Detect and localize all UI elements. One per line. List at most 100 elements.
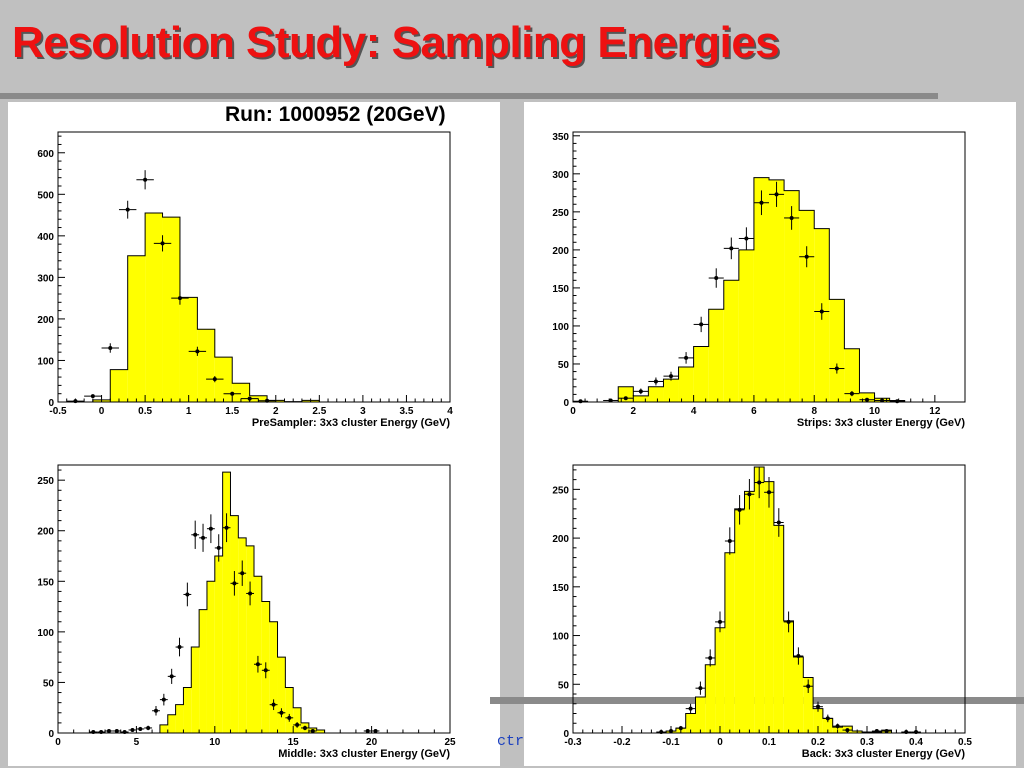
- data-marker: [161, 697, 166, 702]
- y-tick-label: 300: [37, 273, 54, 284]
- hist-bar: [738, 249, 754, 402]
- plot-frame: [57, 131, 451, 403]
- data-point: [191, 520, 200, 549]
- data-point: [764, 476, 774, 508]
- data-point: [754, 466, 765, 499]
- data-marker: [138, 726, 143, 731]
- hist-bar: [206, 581, 215, 733]
- data-point: [301, 725, 309, 731]
- data-marker: [714, 276, 719, 281]
- data-marker: [310, 728, 315, 733]
- data-marker: [106, 728, 111, 733]
- hist-bar: [145, 213, 163, 402]
- x-tick-label: 0: [570, 406, 576, 417]
- data-point: [153, 235, 172, 252]
- y-tick-label: 400: [37, 232, 54, 243]
- x-tick-label: 0.3: [860, 737, 874, 748]
- hist-bar: [784, 190, 800, 402]
- data-point: [829, 363, 845, 374]
- data-marker: [287, 715, 292, 720]
- hist-bar: [183, 687, 192, 733]
- hist-bar: [715, 627, 725, 733]
- data-point: [199, 523, 207, 552]
- hist-bar: [246, 545, 254, 733]
- x-tick-label: 4: [691, 406, 697, 417]
- data-marker: [279, 710, 284, 715]
- data-marker: [177, 645, 182, 650]
- data-marker: [146, 725, 151, 730]
- data-point: [693, 316, 709, 333]
- data-marker: [185, 592, 190, 597]
- hist-bar: [822, 718, 833, 733]
- y-tick-label: 250: [552, 485, 569, 496]
- data-marker: [232, 581, 237, 586]
- x-tick-label: -0.3: [564, 737, 582, 748]
- x-tick-label: 5: [134, 737, 140, 748]
- data-point: [803, 679, 814, 693]
- data-point: [183, 582, 192, 607]
- data-point: [277, 708, 286, 718]
- data-marker: [295, 722, 300, 727]
- data-point: [118, 200, 137, 219]
- data-marker: [835, 724, 840, 729]
- x-tick-label: -0.1: [662, 737, 680, 748]
- hist-bar: [199, 609, 207, 733]
- data-point: [128, 727, 137, 732]
- data-point: [784, 206, 800, 230]
- data-marker: [776, 520, 781, 525]
- data-point: [206, 514, 215, 544]
- data-marker: [169, 674, 174, 679]
- hist-bar: [633, 395, 649, 402]
- hist-bar: [678, 367, 694, 402]
- data-marker: [759, 200, 764, 205]
- data-marker: [608, 398, 613, 403]
- hist-outline: [159, 471, 326, 733]
- y-tick-label: 100: [552, 632, 569, 643]
- y-tick-label: 300: [552, 170, 569, 181]
- data-point: [285, 713, 294, 722]
- data-point: [814, 303, 830, 320]
- data-marker: [365, 728, 370, 733]
- data-marker: [806, 684, 811, 689]
- hist-bar: [773, 525, 784, 733]
- back-plot: -0.3 -0.2 -0.1 0 0.1 0.2 0.3 0.4 0.5 0 50 100 150 200…: [552, 464, 972, 760]
- hist-bar: [734, 508, 745, 733]
- y-tick-label: 100: [37, 628, 54, 639]
- data-point: [214, 534, 223, 562]
- data-marker: [880, 398, 885, 403]
- y-tick-label: 200: [552, 534, 569, 545]
- run-label: Run: 1000952 (20GeV): [225, 103, 446, 126]
- data-marker: [302, 725, 307, 730]
- hist-outline: [617, 177, 906, 402]
- data-point: [230, 571, 239, 596]
- data-point: [101, 343, 119, 353]
- data-marker: [653, 379, 658, 384]
- data-point: [105, 728, 113, 733]
- data-marker: [699, 322, 704, 327]
- data-point: [705, 649, 716, 667]
- data-point: [188, 346, 207, 356]
- hist-bar: [769, 179, 785, 402]
- hist-bar: [844, 348, 860, 402]
- data-point: [822, 714, 833, 723]
- presampler-plot: -0.5 0 0.5 1 1.5 2 2.5 3 3.5 40100200300400500600…: [37, 131, 453, 429]
- hist-bar: [754, 466, 765, 733]
- data-point: [753, 190, 769, 216]
- hist-bar: [175, 704, 184, 733]
- x-tick-label: 0.4: [909, 737, 923, 748]
- data-marker: [90, 394, 95, 399]
- x-tick-label: 15: [288, 737, 300, 748]
- y-tick-label: 350: [552, 132, 569, 143]
- data-marker: [825, 716, 830, 721]
- data-point: [678, 352, 694, 364]
- data-point: [859, 397, 875, 402]
- data-marker: [678, 726, 683, 731]
- hist-bar: [179, 297, 198, 402]
- hist-bar: [293, 707, 302, 733]
- data-marker: [757, 480, 762, 485]
- data-point: [695, 681, 706, 695]
- x-axis-label: Middle: 3x3 cluster Energy (GeV): [278, 748, 450, 760]
- y-tick-label: 100: [37, 356, 54, 367]
- data-point: [363, 728, 372, 733]
- data-point: [159, 693, 168, 706]
